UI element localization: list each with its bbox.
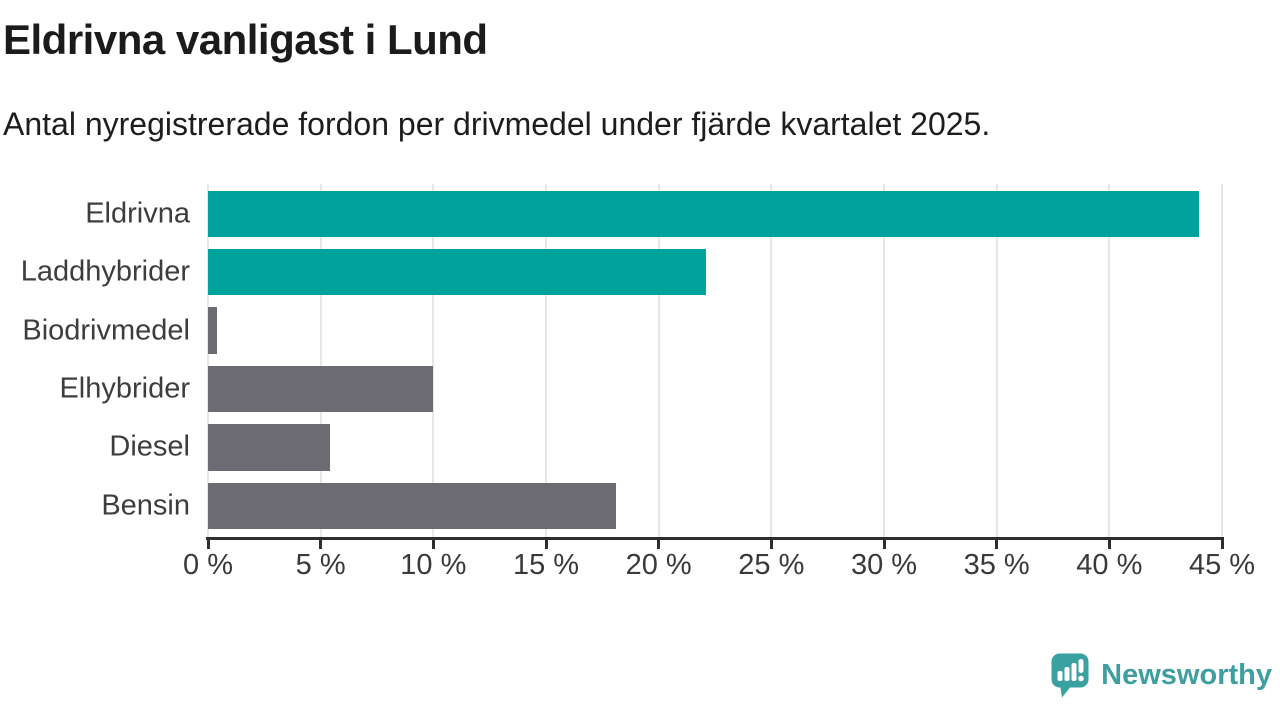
plot-area: 0 % 5 % 10 % 15 % 20 % 25 % 30 % 35 % 40 % 45 % xyxy=(183,184,1255,581)
bar-biodrivmedel xyxy=(208,307,217,354)
axis-tick xyxy=(544,540,548,549)
tick-label: 20 % xyxy=(625,549,692,581)
bar-bensin xyxy=(208,482,616,529)
tick-label: 35 % xyxy=(963,549,1030,581)
category-label: Elhybrider xyxy=(59,372,190,405)
tick-label: 15 % xyxy=(512,549,580,581)
chart-title: Eldrivna vanligast i Lund xyxy=(3,16,488,63)
chart-subtitle: Antal nyregistrerade fordon per drivmede… xyxy=(3,106,991,142)
tick-label: 5 % xyxy=(295,549,346,581)
gridline xyxy=(770,184,773,537)
gridline xyxy=(1108,184,1111,537)
axis-tick xyxy=(882,540,886,549)
axis-tick xyxy=(1107,540,1111,549)
gridline xyxy=(545,184,547,537)
gridline xyxy=(319,184,322,537)
gridline xyxy=(883,184,885,537)
category-label: Eldrivna xyxy=(85,197,190,230)
gridline xyxy=(207,184,209,537)
axis-tick xyxy=(206,540,210,549)
tick-label: 0 % xyxy=(183,549,233,581)
tick-label: 40 % xyxy=(1076,549,1143,581)
axis-tick xyxy=(657,540,661,549)
tick-label: 25 % xyxy=(738,549,805,581)
category-label: Bensin xyxy=(101,489,190,522)
gridline xyxy=(995,184,998,537)
category-labels: Eldrivna Laddhybrider Biodrivmedel Elhybrid… xyxy=(0,186,190,537)
bar-elhybrider xyxy=(208,365,434,413)
category-label: Biodrivmedel xyxy=(22,314,190,347)
newsworthy-chart-bubble-icon xyxy=(1051,653,1089,698)
category-label: Laddhybrider xyxy=(20,255,190,288)
brand-name: Newsworthy xyxy=(1101,659,1272,691)
tick-label: 45 % xyxy=(1188,549,1256,581)
axis-tick xyxy=(769,540,773,549)
tick-label: 10 % xyxy=(400,549,467,581)
gridline xyxy=(1221,184,1223,537)
axis-tick xyxy=(431,540,435,549)
bar-laddhybrider xyxy=(208,248,706,296)
category-label: Diesel xyxy=(109,430,190,463)
bar-eldrivna xyxy=(208,190,1200,237)
axis-tick xyxy=(1220,540,1224,549)
axis-tick xyxy=(995,540,999,549)
tick-label: 30 % xyxy=(850,549,918,581)
axis-tick xyxy=(319,540,323,549)
gridline xyxy=(432,184,435,537)
bar-diesel xyxy=(208,424,330,471)
gridline xyxy=(657,184,660,537)
x-axis-line xyxy=(206,537,1224,540)
newsworthy-logo[interactable]: Newsworthy xyxy=(1051,653,1272,698)
